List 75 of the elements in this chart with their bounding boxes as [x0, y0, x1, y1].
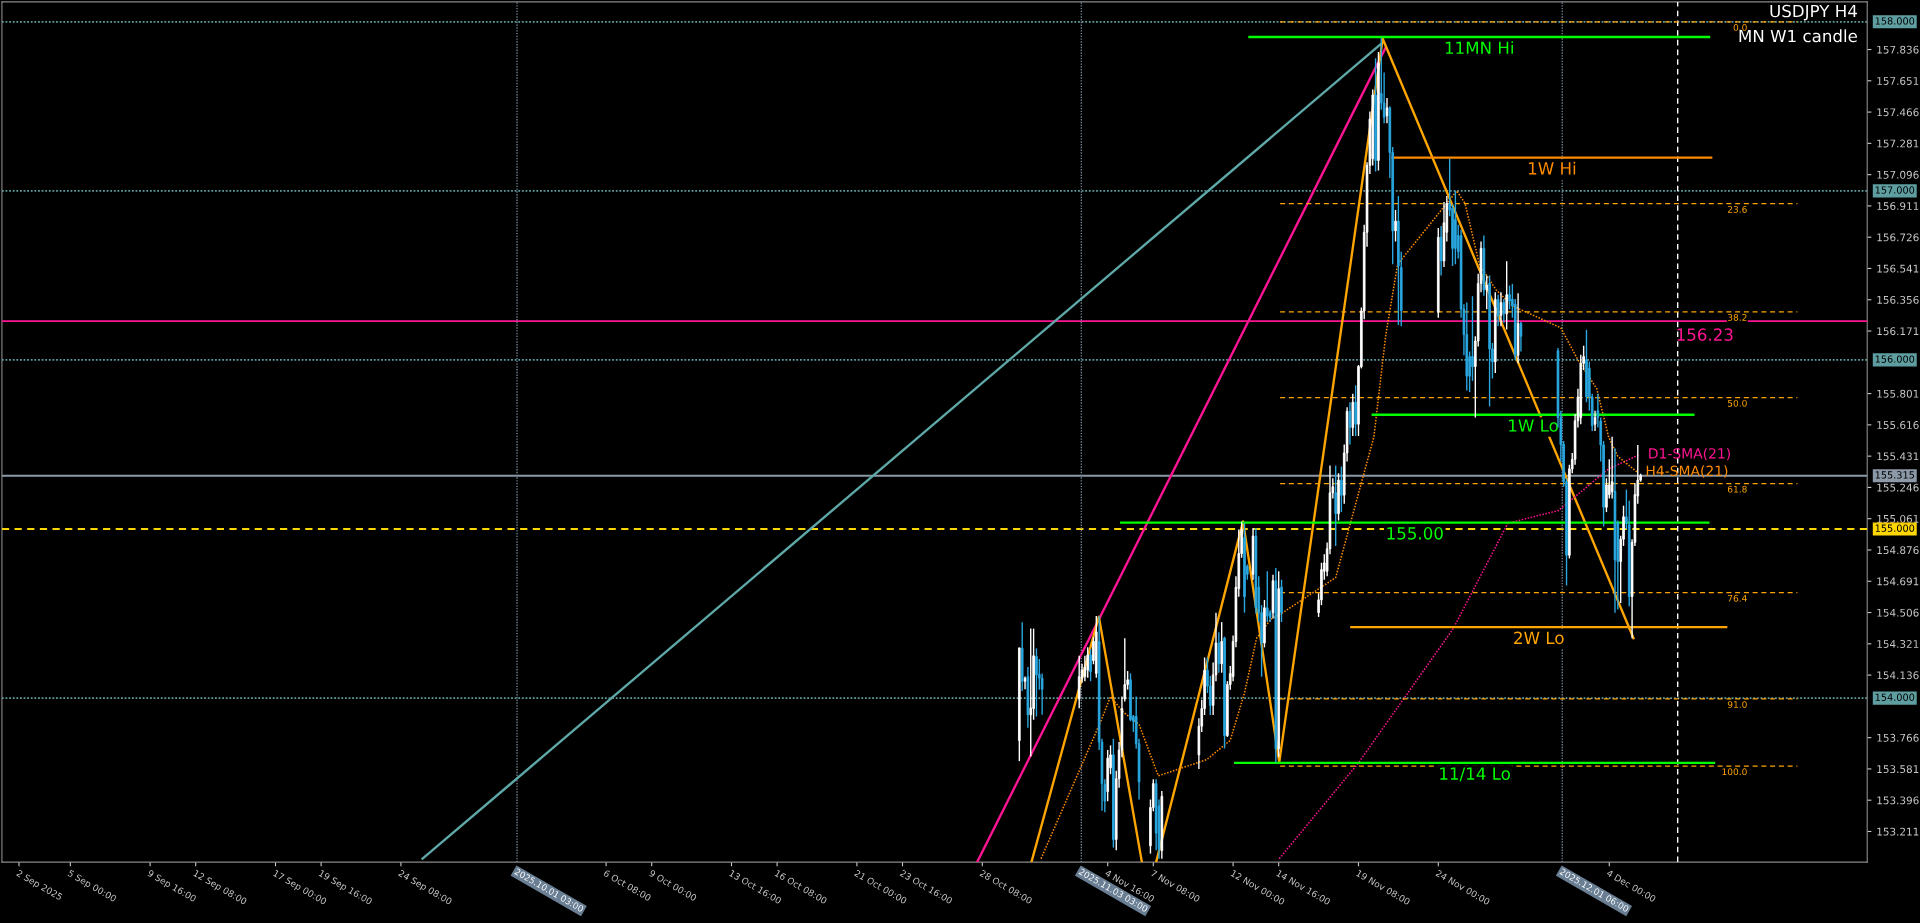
- candlestick: [1340, 465, 1343, 513]
- candlestick: [1018, 647, 1021, 762]
- y-tick-label: 157.651: [1877, 77, 1919, 85]
- y-tick-label: 155.061: [1877, 514, 1919, 523]
- candlestick: [1439, 225, 1443, 277]
- y-tick-label: 155.801: [1877, 389, 1919, 398]
- candlestick: [1505, 260, 1508, 331]
- y-tick-label: 156.171: [1877, 327, 1919, 336]
- series-label: 11/14 Lo: [1440, 767, 1510, 782]
- line-series: [1278, 453, 1641, 860]
- candlestick: [1485, 274, 1489, 310]
- y-tick-label: 154.691: [1877, 577, 1919, 586]
- y-tick-label: 155.616: [1877, 421, 1919, 429]
- ref-line-label: 155.315: [1875, 471, 1915, 479]
- series-label: 2W Lo: [1514, 631, 1564, 645]
- series-label: 76.4: [1728, 594, 1747, 602]
- candlestick: [1610, 436, 1614, 500]
- chart-title: USDJPY H4: [1770, 4, 1857, 21]
- y-tick-label: 156.356: [1877, 295, 1919, 304]
- y-tick-label: 154.506: [1877, 608, 1919, 617]
- candlestick: [1454, 190, 1457, 265]
- y-tick-label: 155.246: [1877, 483, 1919, 492]
- candlestick: [1223, 636, 1226, 750]
- y-tick-label: 157.281: [1877, 139, 1919, 148]
- y-tick-label: 153.766: [1877, 733, 1919, 742]
- candlestick: [1519, 321, 1523, 353]
- series-label: 50.0: [1727, 399, 1747, 407]
- candlestick: [1394, 209, 1397, 243]
- series-label: D1-SMA(21): [1649, 447, 1730, 461]
- y-tick-label: 154.136: [1877, 671, 1919, 680]
- annotation: 156.23: [1677, 328, 1733, 341]
- y-tick-label: 156.541: [1877, 264, 1919, 273]
- candlestick: [1334, 464, 1337, 547]
- series-label: 61.8: [1727, 485, 1747, 493]
- series-label: 11MN Hi: [1445, 41, 1513, 54]
- y-tick-label: 156.911: [1877, 202, 1919, 211]
- candlestick: [1086, 646, 1090, 679]
- y-tick-label: 156.726: [1877, 233, 1919, 242]
- ref-line-label: 156.000: [1875, 355, 1915, 363]
- candlestick: [1593, 409, 1597, 432]
- candlestick: [1488, 274, 1491, 408]
- candlestick: [1337, 472, 1340, 522]
- y-tick-label: 157.836: [1877, 45, 1919, 54]
- y-tick-label: 153.396: [1877, 796, 1919, 805]
- candlestick: [1377, 51, 1380, 172]
- y-tick-label: 157.096: [1877, 170, 1919, 179]
- ref-line-label: 158.000: [1875, 17, 1915, 25]
- series-label: 23.6: [1727, 205, 1747, 213]
- series-label: 91.0: [1727, 701, 1747, 708]
- candlestick: [1077, 655, 1081, 709]
- ref-line-label: 155.000: [1875, 524, 1915, 532]
- candlestick: [1348, 401, 1352, 446]
- y-tick-label: 153.581: [1877, 765, 1919, 774]
- series-label: 1W Hi: [1528, 161, 1576, 175]
- y-tick-label: 155.431: [1877, 452, 1919, 461]
- series-label: 100.0: [1722, 768, 1747, 776]
- candlestick: [1280, 579, 1283, 623]
- line-series: [1040, 190, 1638, 860]
- candlestick: [1263, 599, 1266, 649]
- series-label: H4-SMA(21): [1646, 465, 1728, 478]
- candlestick: [1035, 647, 1038, 718]
- series-label: 155.00: [1387, 527, 1443, 540]
- series-label: 38.2: [1727, 314, 1747, 321]
- series-label: 1W Lo: [1509, 419, 1558, 432]
- text: MN W1 candle: [1739, 29, 1857, 43]
- candlestick: [1502, 298, 1506, 324]
- series-label: 0.0: [1733, 24, 1747, 31]
- ref-line-label: 154.000: [1875, 693, 1915, 701]
- ref-line-label: 157.000: [1875, 186, 1915, 194]
- candlestick: [1471, 295, 1474, 382]
- y-tick-label: 154.321: [1877, 640, 1919, 648]
- y-tick-label: 157.466: [1877, 108, 1919, 117]
- y-tick-label: 154.876: [1877, 546, 1919, 555]
- y-tick-label: 153.211: [1877, 827, 1919, 836]
- candlestick: [1243, 522, 1246, 614]
